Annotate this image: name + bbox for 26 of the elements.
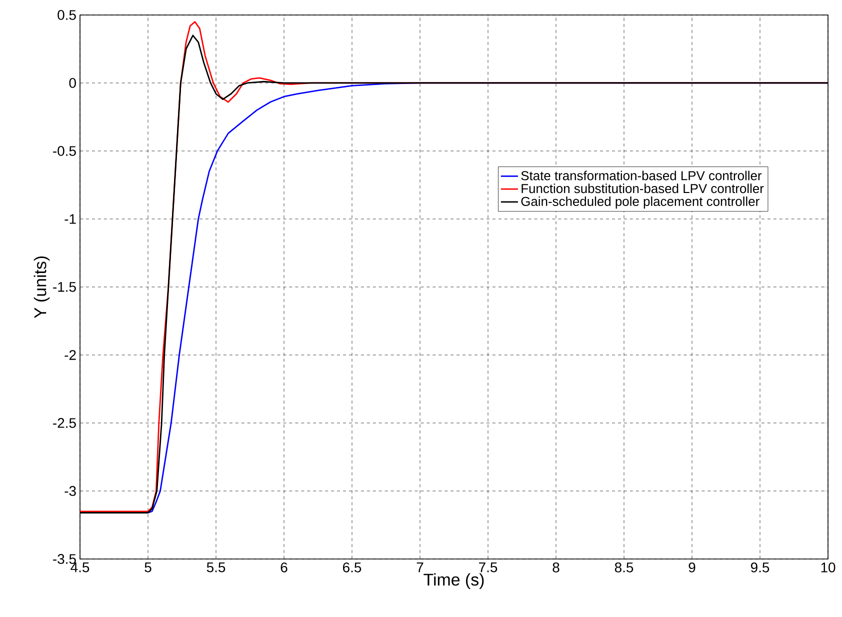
x-tick-label: 8.5 bbox=[614, 562, 634, 572]
x-tick-label: 7.5 bbox=[479, 562, 498, 572]
x-tick-label: 9.5 bbox=[750, 562, 770, 572]
x-axis-title: Time (s) bbox=[424, 573, 484, 589]
y-axis-title: Y (units) bbox=[34, 256, 50, 318]
y-tick-label: -1.5 bbox=[53, 282, 76, 292]
x-tick-label: 10 bbox=[821, 562, 836, 572]
y-tick-label: -1 bbox=[64, 214, 76, 224]
y-tick-label: 0 bbox=[69, 78, 76, 88]
x-tick-label: 5 bbox=[144, 562, 152, 572]
legend-label: State transformation-based LPV controller bbox=[521, 170, 762, 180]
y-tick-label: -0.5 bbox=[53, 146, 76, 156]
x-tick-label: 8 bbox=[552, 562, 560, 572]
y-tick-label: -2 bbox=[64, 350, 76, 360]
x-tick-label: 4.5 bbox=[70, 562, 90, 572]
x-tick-label: 5.5 bbox=[206, 562, 226, 572]
y-tick-label: -3 bbox=[64, 486, 76, 496]
x-tick-label: 7 bbox=[416, 562, 424, 572]
y-tick-label: -2.5 bbox=[53, 418, 76, 428]
y-tick-label: -3.5 bbox=[53, 554, 76, 564]
y-tick-label: 0.5 bbox=[58, 10, 76, 20]
legend-label: Gain-scheduled pole placement controller bbox=[521, 196, 760, 209]
legend-label: Function substitution-based LPV controller bbox=[522, 184, 764, 194]
x-tick-label: 6 bbox=[280, 562, 288, 572]
x-tick-label: 9 bbox=[688, 562, 696, 572]
x-tick-label: 6.5 bbox=[343, 562, 362, 572]
